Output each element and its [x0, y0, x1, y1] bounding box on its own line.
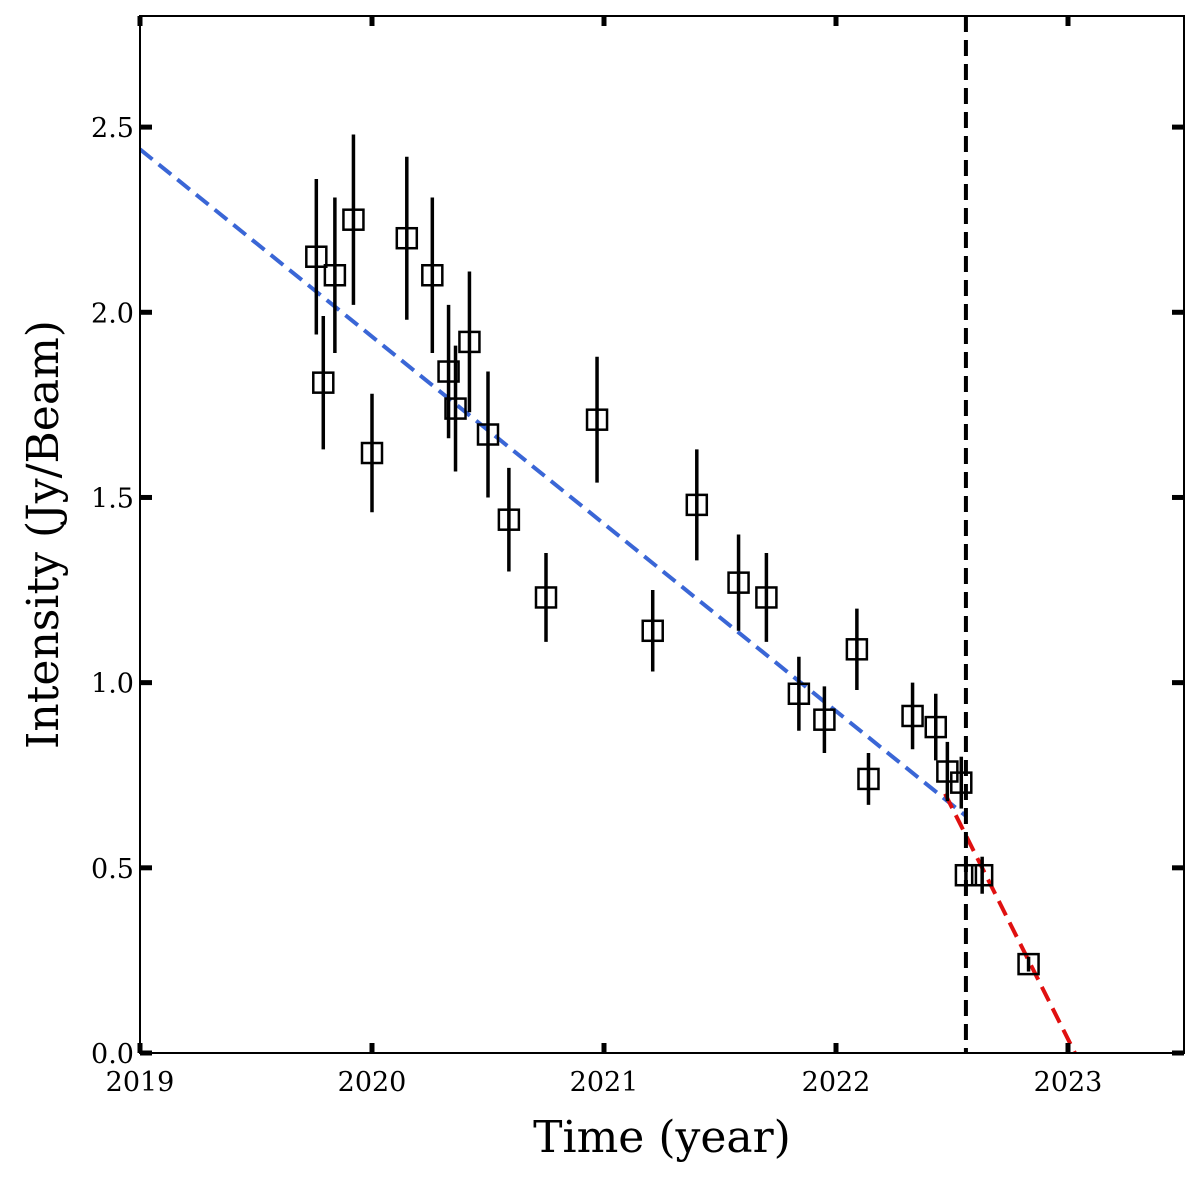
- point-marker: [685, 493, 709, 517]
- data-points: [305, 134, 1040, 976]
- data-point: [534, 553, 558, 642]
- y-tick-label: 1.0: [91, 669, 134, 700]
- point-marker: [476, 423, 500, 446]
- data-point: [437, 304, 460, 439]
- data-point: [787, 656, 811, 731]
- point-marker: [312, 371, 335, 394]
- data-point: [476, 371, 500, 498]
- data-point: [305, 178, 328, 335]
- point-marker: [360, 441, 384, 465]
- data-point: [813, 686, 836, 754]
- data-point: [641, 590, 664, 672]
- data-point: [360, 393, 384, 513]
- x-axis-title: Time (year): [533, 1112, 791, 1163]
- point-marker: [901, 704, 924, 728]
- data-point: [497, 467, 521, 572]
- point-marker: [755, 586, 778, 609]
- point-marker: [444, 397, 467, 420]
- point-marker: [1017, 952, 1040, 976]
- x-tick-label: 2020: [338, 1067, 407, 1098]
- x-tick-label: 2019: [106, 1067, 175, 1098]
- data-point: [312, 315, 335, 450]
- x-tick-label: 2022: [802, 1067, 871, 1098]
- data-point: [685, 449, 709, 561]
- data-point: [845, 608, 869, 691]
- data-point: [421, 197, 444, 354]
- data-point: [458, 271, 481, 413]
- point-marker: [813, 708, 836, 731]
- data-point: [1017, 952, 1040, 976]
- point-marker: [395, 226, 419, 250]
- data-point: [901, 682, 924, 750]
- y-tick-label: 1.5: [91, 483, 134, 514]
- data-point: [342, 134, 365, 305]
- y-tick-label: 0.5: [91, 854, 134, 885]
- point-marker: [305, 245, 328, 268]
- data-point: [585, 356, 609, 483]
- tick-labels: 2019 2020 2021 2022 2023 0.0 0.5 1.0 1.5 2.0 2.5: [91, 113, 1102, 1098]
- point-marker: [950, 771, 973, 794]
- point-marker: [342, 208, 365, 231]
- data-point: [395, 156, 419, 320]
- y-axis-title: Intensity (Jy/Beam): [18, 320, 69, 749]
- point-marker: [458, 330, 481, 354]
- point-marker: [857, 767, 880, 791]
- point-marker: [534, 586, 558, 609]
- point-marker: [641, 619, 664, 643]
- point-marker: [585, 408, 609, 431]
- data-point: [970, 856, 994, 894]
- plot-frame: [139, 15, 1185, 1054]
- data-point: [323, 197, 347, 354]
- fit-lines: [140, 147, 1077, 1053]
- y-tick-label: 2.5: [91, 113, 134, 144]
- axes: [137, 15, 1185, 1056]
- y-tick-label: 2.0: [91, 298, 134, 329]
- data-point: [444, 345, 467, 472]
- fit-line-before: [140, 147, 968, 818]
- x-tick-label: 2021: [570, 1067, 639, 1098]
- point-marker: [497, 508, 521, 531]
- point-marker: [954, 863, 978, 887]
- point-marker: [437, 360, 460, 383]
- data-point: [950, 756, 973, 809]
- data-point: [755, 553, 778, 642]
- point-marker: [421, 264, 444, 287]
- data-point: [727, 534, 750, 631]
- x-tick-label: 2023: [1034, 1067, 1103, 1098]
- point-marker: [924, 715, 948, 739]
- point-marker: [727, 571, 750, 594]
- y-tick-label: 0.0: [91, 1039, 134, 1070]
- point-marker: [787, 682, 811, 706]
- point-marker: [970, 863, 994, 887]
- data-point: [954, 856, 978, 894]
- point-marker: [845, 638, 869, 661]
- data-point: [857, 753, 880, 805]
- data-point: [924, 693, 948, 761]
- point-marker: [323, 264, 347, 287]
